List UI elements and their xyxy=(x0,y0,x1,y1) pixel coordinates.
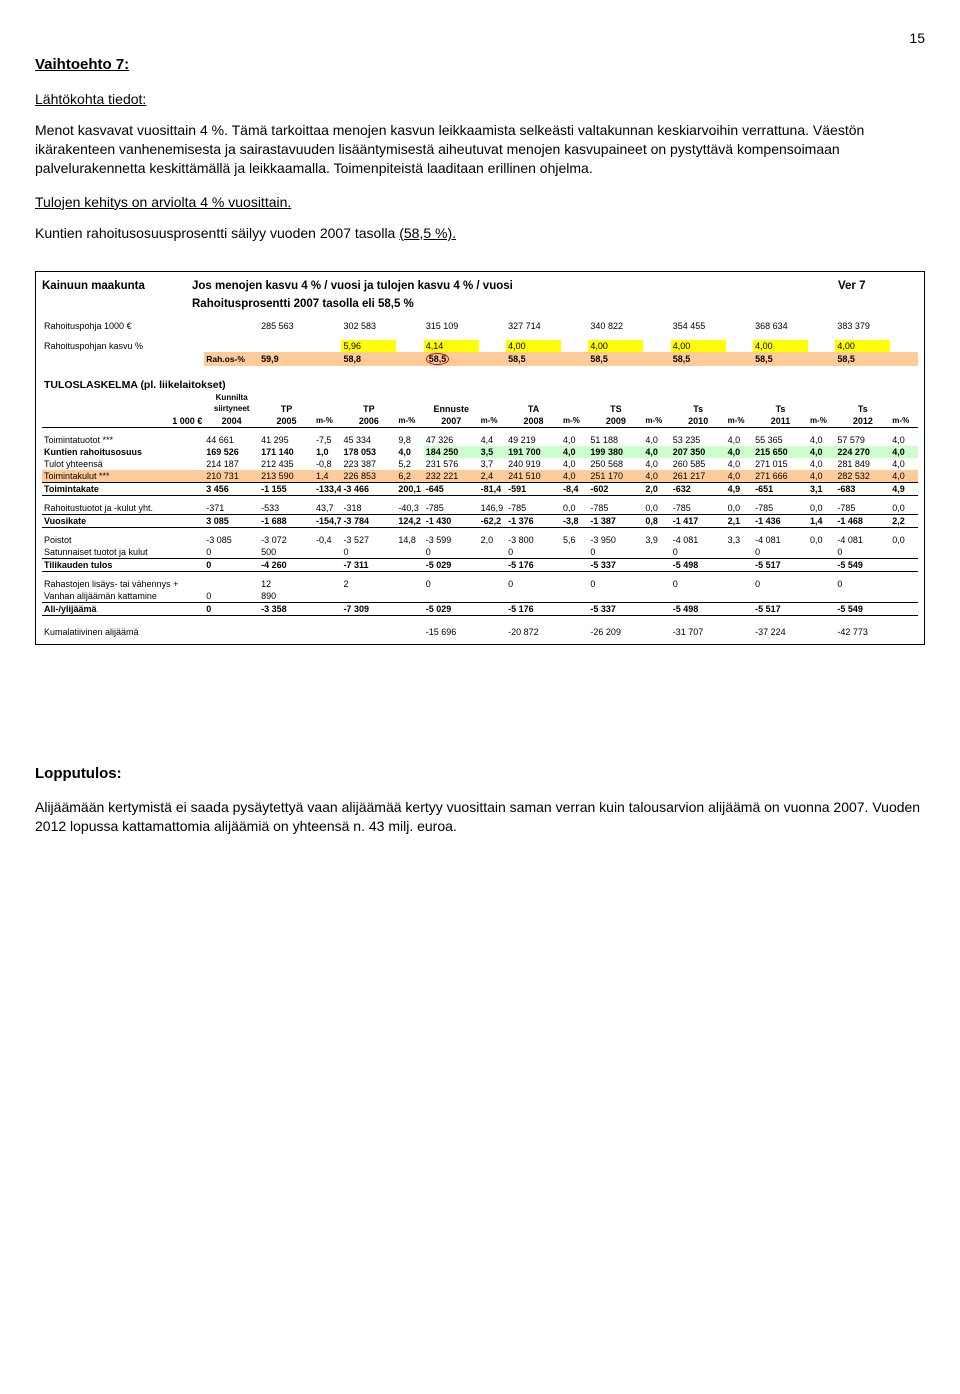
row-rahtukulut: Rahoitustuotot ja -kulut yht. -371 -5334… xyxy=(42,502,918,515)
version: Ver 7 xyxy=(838,280,918,292)
tulos-header: TULOSLASKELMA (pl. liikelaitokset) xyxy=(42,378,918,392)
row-vanhan: Vanhan alijäämän kattamine 0 890 xyxy=(42,590,918,603)
row-vuosikate: Vuosikate 3 085 -1 688-154,7 -3 784124,2… xyxy=(42,514,918,527)
year-headers: 1 000 € 2004 2005m-% 2006m-% 2007m-% 200… xyxy=(42,415,918,428)
data-table: Rahoituspohja 1000 € 285 563 302 583 315… xyxy=(42,320,918,638)
lopputulos-title: Lopputulos: xyxy=(35,765,925,782)
row-tilikauden: Tilikauden tulos 0 -4 260 -7 311 -5 029 … xyxy=(42,558,918,571)
row-toimintatuotot: Toimintatuotot *** 44 661 41 295-7,5 45 … xyxy=(42,434,918,446)
kasvu-row: Rahoituspohjan kasvu % 5,96 4,14 4,00 4,… xyxy=(42,340,918,352)
row-aliylijaama: Ali-/ylijäämä 0 -3 358 -7 309 -5 029 -5 … xyxy=(42,602,918,615)
row-kunrahoitus: Kuntien rahoitusosuus 169 526 171 1401,0… xyxy=(42,446,918,458)
row-poistot: Poistot -3 085 -3 072-0,4 -3 52714,8 -3 … xyxy=(42,534,918,546)
lopputulos-text: Alijäämään kertymistä ei saada pysäytett… xyxy=(35,798,925,837)
row-toimintakulut: Toimintakulut *** 210 731 213 5901,4 226… xyxy=(42,470,918,483)
col-headers-2: siirtyneet TP TP Ennuste TA TS Ts Ts Ts xyxy=(42,403,918,415)
table-name: Kainuun maakunta xyxy=(42,280,192,292)
col-headers-1: Kunnilta xyxy=(42,392,918,403)
page-number: 15 xyxy=(35,30,925,46)
scenario: Jos menojen kasvu 4 % / vuosi ja tulojen… xyxy=(192,280,838,292)
paragraph-1: Menot kasvavat vuosittain 4 %. Tämä tark… xyxy=(35,121,925,178)
paragraph-2: Tulojen kehitys on arviolta 4 % vuositta… xyxy=(35,194,925,210)
row-rahastojen: Rahastojen lisäys- tai vähennys + 12 2 0… xyxy=(42,578,918,590)
financial-table: Kainuun maakunta Jos menojen kasvu 4 % /… xyxy=(35,271,925,645)
section-title: Vaihtoehto 7: xyxy=(35,56,925,73)
row-tulotyht: Tulot yhteensä 214 187 212 435-0,8 223 3… xyxy=(42,458,918,470)
rahoitusprosentti: Rahoitusprosentti 2007 tasolla eli 58,5 … xyxy=(192,298,918,310)
paragraph-3b: (58,5 %). xyxy=(399,225,456,241)
paragraph-3: Kuntien rahoitusosuusprosentti säilyy vu… xyxy=(35,224,925,243)
row-toimintakate: Toimintakate 3 456 -1 155-133,4 -3 46620… xyxy=(42,482,918,495)
rahoituspohja-row: Rahoituspohja 1000 € 285 563 302 583 315… xyxy=(42,320,918,332)
row-satunnaiset: Satunnaiset tuotot ja kulut 0 500 0 0 0 … xyxy=(42,546,918,559)
row-kumulat: Kumalatiivinen alijäämä -15 696 -20 872 … xyxy=(42,626,918,638)
paragraph-3a: Kuntien rahoitusosuusprosentti säilyy vu… xyxy=(35,225,399,241)
rahos-row: Rah.os-% 59,9 58,8 58,5 58,5 58,5 58,5 5… xyxy=(42,352,918,366)
subtitle: Lähtökohta tiedot: xyxy=(35,91,925,107)
